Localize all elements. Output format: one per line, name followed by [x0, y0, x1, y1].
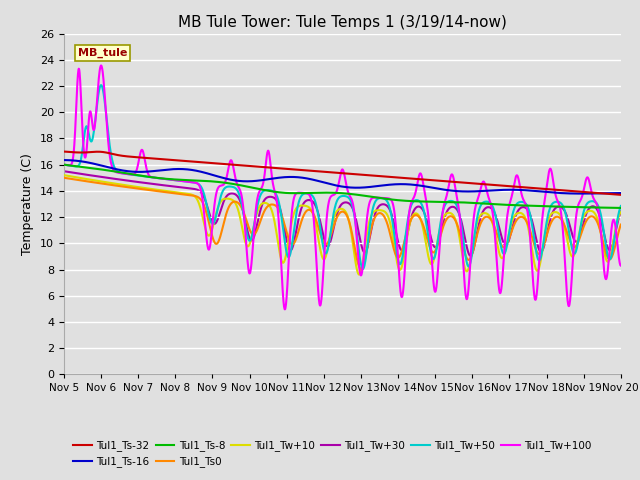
Title: MB Tule Tower: Tule Temps 1 (3/19/14-now): MB Tule Tower: Tule Temps 1 (3/19/14-now…: [178, 15, 507, 30]
Text: MB_tule: MB_tule: [78, 48, 127, 58]
Y-axis label: Temperature (C): Temperature (C): [22, 153, 35, 255]
Legend: Tul1_Ts-32, Tul1_Ts-16, Tul1_Ts-8, Tul1_Ts0, Tul1_Tw+10, Tul1_Tw+30, Tul1_Tw+50,: Tul1_Ts-32, Tul1_Ts-16, Tul1_Ts-8, Tul1_…: [69, 436, 596, 471]
